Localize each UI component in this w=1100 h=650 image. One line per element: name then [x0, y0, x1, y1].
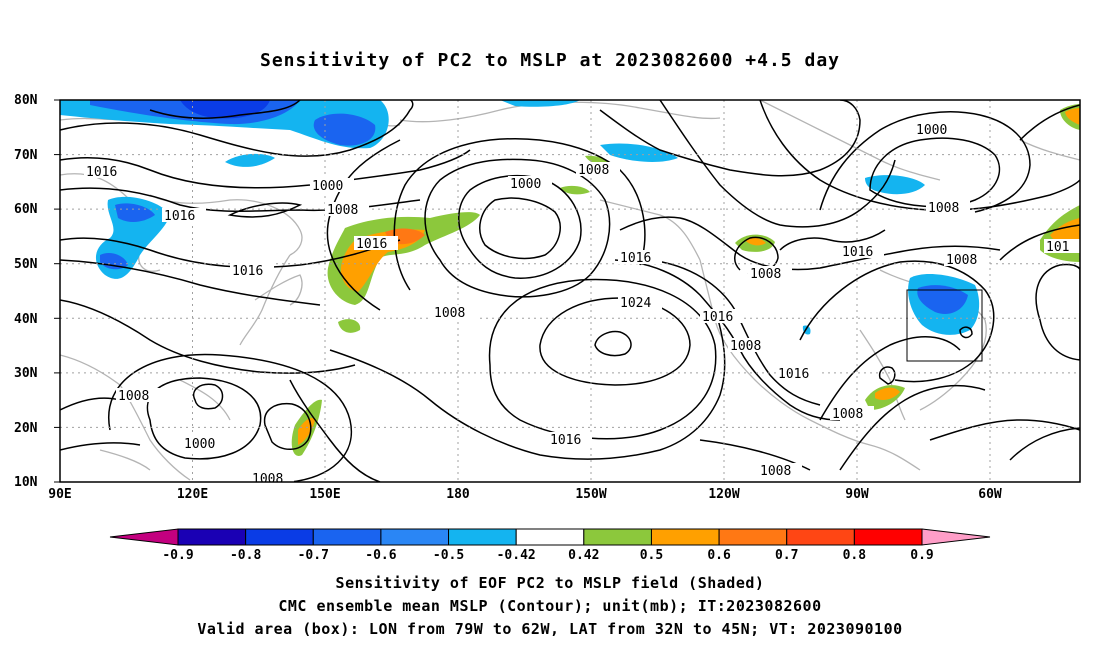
colorbar-tick-label: -0.9 [162, 548, 193, 563]
colorbar-swatch [448, 528, 517, 546]
colorbar-tick-label: 0.7 [775, 548, 798, 563]
colorbar-swatch [515, 528, 585, 546]
lat-tick-label: 50N [14, 257, 38, 272]
colorbar-tick-label: 0.8 [843, 548, 867, 563]
colorbar-max-triangle [921, 528, 991, 546]
map-title: Sensitivity of PC2 to MSLP at 2023082600… [259, 50, 840, 71]
contour-label: 1016 [356, 237, 387, 252]
lat-tick-label: 20N [14, 421, 38, 436]
lat-tick-label: 80N [14, 93, 38, 108]
contour-label: 1008 [760, 464, 791, 479]
contour-label: 1008 [252, 472, 283, 487]
colorbar: -0.9 -0.8 -0.7 -0.6 -0.5 -0.42 0.42 0.5 0.6 0.7 0.… [109, 528, 991, 563]
colorbar-swatch [718, 528, 788, 546]
lon-tick-label: 120W [708, 487, 739, 502]
contour-label: 1008 [750, 267, 781, 282]
colorbar-swatch [853, 528, 923, 546]
colorbar-swatch [786, 528, 855, 546]
lat-tick-label: 70N [14, 148, 38, 163]
contour-label: 1016 [164, 209, 195, 224]
lat-tick-label: 10N [14, 475, 38, 490]
lat-axis: 80N 70N 60N 50N 40N 30N 20N 10N [14, 93, 60, 490]
colorbar-tick-label: -0.6 [365, 548, 396, 563]
colorbar-tick-label: 0.6 [707, 548, 731, 563]
lon-tick-label: 120E [177, 487, 208, 502]
contour-label: 1008 [327, 203, 358, 218]
contour-label: 1000 [916, 123, 947, 138]
colorbar-swatch [177, 528, 247, 546]
contour-label: 1016 [232, 264, 263, 279]
lon-tick-label: 150W [575, 487, 606, 502]
contour-label: 1000 [510, 177, 541, 192]
contour-labels: 1016 1000 1008 1016 1016 1016 1008 1000 … [86, 123, 1070, 487]
contour-label: 1008 [730, 339, 761, 354]
contour-label: 1008 [578, 163, 609, 178]
contour-label: 1016 [550, 433, 581, 448]
contour-label: 1000 [184, 437, 215, 452]
lon-tick-label: 180 [446, 487, 470, 502]
contour-label: 1016 [620, 251, 651, 266]
mslp-contours [60, 100, 1080, 482]
contour-label: 1016 [86, 165, 117, 180]
colorbar-tick-label: -0.8 [230, 548, 261, 563]
contour-label: 101 [1046, 240, 1069, 255]
valid-area-box [906, 289, 983, 362]
colorbar-min-triangle [109, 528, 179, 546]
lon-tick-label: 90W [845, 487, 869, 502]
contour-label: 1008 [928, 201, 959, 216]
sensitivity-shading [60, 100, 1080, 456]
colorbar-tick-label: 0.5 [640, 548, 663, 563]
lon-tick-label: 90E [48, 487, 71, 502]
colorbar-tick-label: -0.42 [497, 548, 536, 563]
colorbar-swatch [650, 528, 720, 546]
colorbar-tick-label: 0.42 [568, 548, 599, 563]
contour-label: 1008 [434, 306, 465, 321]
lon-axis: 90E 120E 150E 180 150W 120W 90W 60W [48, 487, 1002, 502]
lat-tick-label: 40N [14, 312, 38, 327]
contour-label: 1016 [702, 310, 733, 325]
colorbar-swatch [583, 528, 652, 546]
caption-shading: Sensitivity of EOF PC2 to MSLP field (Sh… [335, 574, 765, 592]
contour-label: 1016 [778, 367, 809, 382]
contour-label: 1000 [312, 179, 343, 194]
colorbar-swatch [380, 528, 450, 546]
contour-label: 1008 [946, 253, 977, 268]
contour-label: 1016 [842, 245, 873, 260]
contour-label: 1024 [620, 296, 651, 311]
colorbar-tick-label: 0.9 [910, 548, 933, 563]
contour-label: 1008 [118, 389, 149, 404]
colorbar-tick-label: -0.5 [433, 548, 464, 563]
caption-contour: CMC ensemble mean MSLP (Contour); unit(m… [278, 597, 822, 615]
contour-label: 1008 [832, 407, 863, 422]
colorbar-tick-label: -0.7 [298, 548, 329, 563]
lat-tick-label: 60N [14, 202, 38, 217]
plot-frame [59, 99, 1081, 483]
caption-valid-area: Valid area (box): LON from 79W to 62W, L… [197, 620, 903, 638]
colorbar-swatch [245, 528, 314, 546]
colorbar-swatch [312, 528, 382, 546]
lat-tick-label: 30N [14, 366, 38, 381]
lon-tick-label: 60W [978, 487, 1002, 502]
lon-tick-label: 150E [309, 487, 340, 502]
